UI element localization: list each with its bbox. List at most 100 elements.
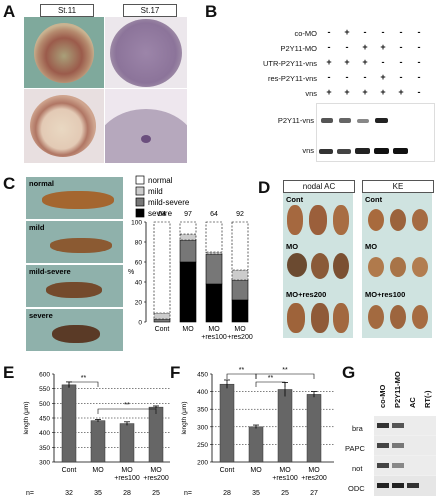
bar-segment [179,233,197,241]
n-label: 64 [158,211,166,218]
lane-mark: - [417,72,421,82]
bar [277,389,293,463]
legend-swatch [135,175,145,185]
y-tick-label: 600 [39,372,50,379]
y-tick-label: 20 [135,300,143,307]
lane-mark: - [399,27,403,37]
x-tick-label: MO [182,326,194,333]
row-label-p2y11-mo: P2Y11-MO [280,44,317,53]
significance-bracket [255,381,286,387]
significance-mark: ** [282,367,288,374]
panel-d-label-mo-left: MO [286,242,299,251]
lane-mark: - [417,27,421,37]
x-tick-label: +res100 [201,334,227,341]
lane-mark: - [363,72,367,82]
y-axis-label: % [128,269,134,276]
n-label: 64 [210,211,218,218]
embryo-image-st11-bottom [24,89,104,163]
legend-swatch [135,197,145,207]
x-tick-label: Cont [220,467,235,474]
panel-f-letter: F [170,363,181,382]
row-label-co-mo: co-MO [294,29,318,38]
chart-f-bar: 200 250 300 350 400 450 length (μm) Cont 28 MO 35 M… [181,367,334,497]
significance-mark: ** [268,375,274,382]
bar-segment [231,279,249,301]
lane-mark: - [327,72,331,82]
gel-column-header: RT(-) [423,390,432,409]
bar-segment [153,312,171,320]
phenotype-label-mild: mild [29,223,45,232]
n-value: 28 [223,490,231,497]
significance-bracket [255,373,315,379]
lane-mark: - [399,42,403,52]
lane-mark: - [381,57,385,67]
embryo-image-st11-top [24,17,104,88]
y-tick-label: 100 [131,220,142,227]
significance-mark: ** [81,375,87,382]
legend-label: mild [148,187,163,196]
panel-g-column-headers: co-MO P2Y11-MO AC RT(-) [374,360,436,408]
n-label: n= [26,490,34,497]
x-tick-label: MO [92,467,104,474]
band-label-p2y11-vns: P2Y11-vns [277,116,314,125]
y-tick-label: 400 [39,430,50,437]
bar [306,394,322,463]
y-tick-label: 80 [135,240,143,247]
phenotype-image-normal: normal [26,177,123,219]
lane-mark: - [327,27,331,37]
panel-g-row-odc: ODC [348,484,365,493]
legend-label: severe [148,209,173,218]
y-tick-label: 350 [197,407,208,414]
legend-label: normal [148,176,173,185]
panel-a-header-st11: St.11 [40,4,94,17]
x-tick-label: MO [279,467,291,474]
lane-mark: - [417,87,421,97]
y-tick-label: 300 [197,424,208,431]
bar [219,383,235,463]
lane-mark: + [362,57,368,67]
panel-a-letter: A [3,2,16,21]
lane-mark: + [362,87,368,97]
y-tick-label: 450 [197,372,208,379]
significance-mark: ** [124,402,130,409]
y-tick-label: 500 [39,401,50,408]
y-tick-label: 250 [197,442,208,449]
legend-swatch [135,186,145,196]
lane-mark: + [380,42,386,52]
bar [90,420,106,463]
significance-mark: ** [239,367,245,374]
phenotype-image-mild-severe: mild-severe [26,265,123,307]
significance-bracket [97,408,157,414]
gel-column-header: AC [408,397,417,408]
bar [61,384,77,463]
panel-b-letter: B [205,2,218,21]
panel-d-header-nodal-ac: nodal AC [283,180,355,193]
y-tick-label: 300 [39,460,50,467]
lane-marks-grid: - + - - - - - - + + - - + + + - - - - - - + - - + + + + + - [320,26,432,106]
bar-segment [205,283,223,323]
phenotype-label-normal: normal [29,179,55,188]
n-label: 97 [184,211,192,218]
legend-label: mild-severe [148,198,190,207]
panel-d-left-image: Cont MO MO+res200 [283,193,353,338]
n-label: 92 [236,211,244,218]
gel-column-header: P2Y11-MO [393,371,402,408]
bar-segment [153,221,171,314]
bar-segment [179,261,197,323]
bar-segment [205,253,223,285]
bar-segment [179,221,197,235]
row-label-res-p2y11-vns: res-P2Y11-vns [267,74,317,83]
gel-column-header: co-MO [378,384,387,408]
lane-mark: - [399,57,403,67]
bar [248,426,264,463]
rt-pcr-gel-image [374,416,436,496]
phenotype-label-mild-severe: mild-severe [29,267,71,276]
x-tick-label: MO [208,326,220,333]
y-axis-label: length (μm) [23,401,30,434]
bar-segment [231,299,249,323]
panel-g-row-not: not [352,464,363,473]
x-tick-label: Cont [155,326,170,333]
western-blot-image [316,103,435,162]
significance-bracket [226,373,257,379]
x-tick-label: MO [234,326,246,333]
